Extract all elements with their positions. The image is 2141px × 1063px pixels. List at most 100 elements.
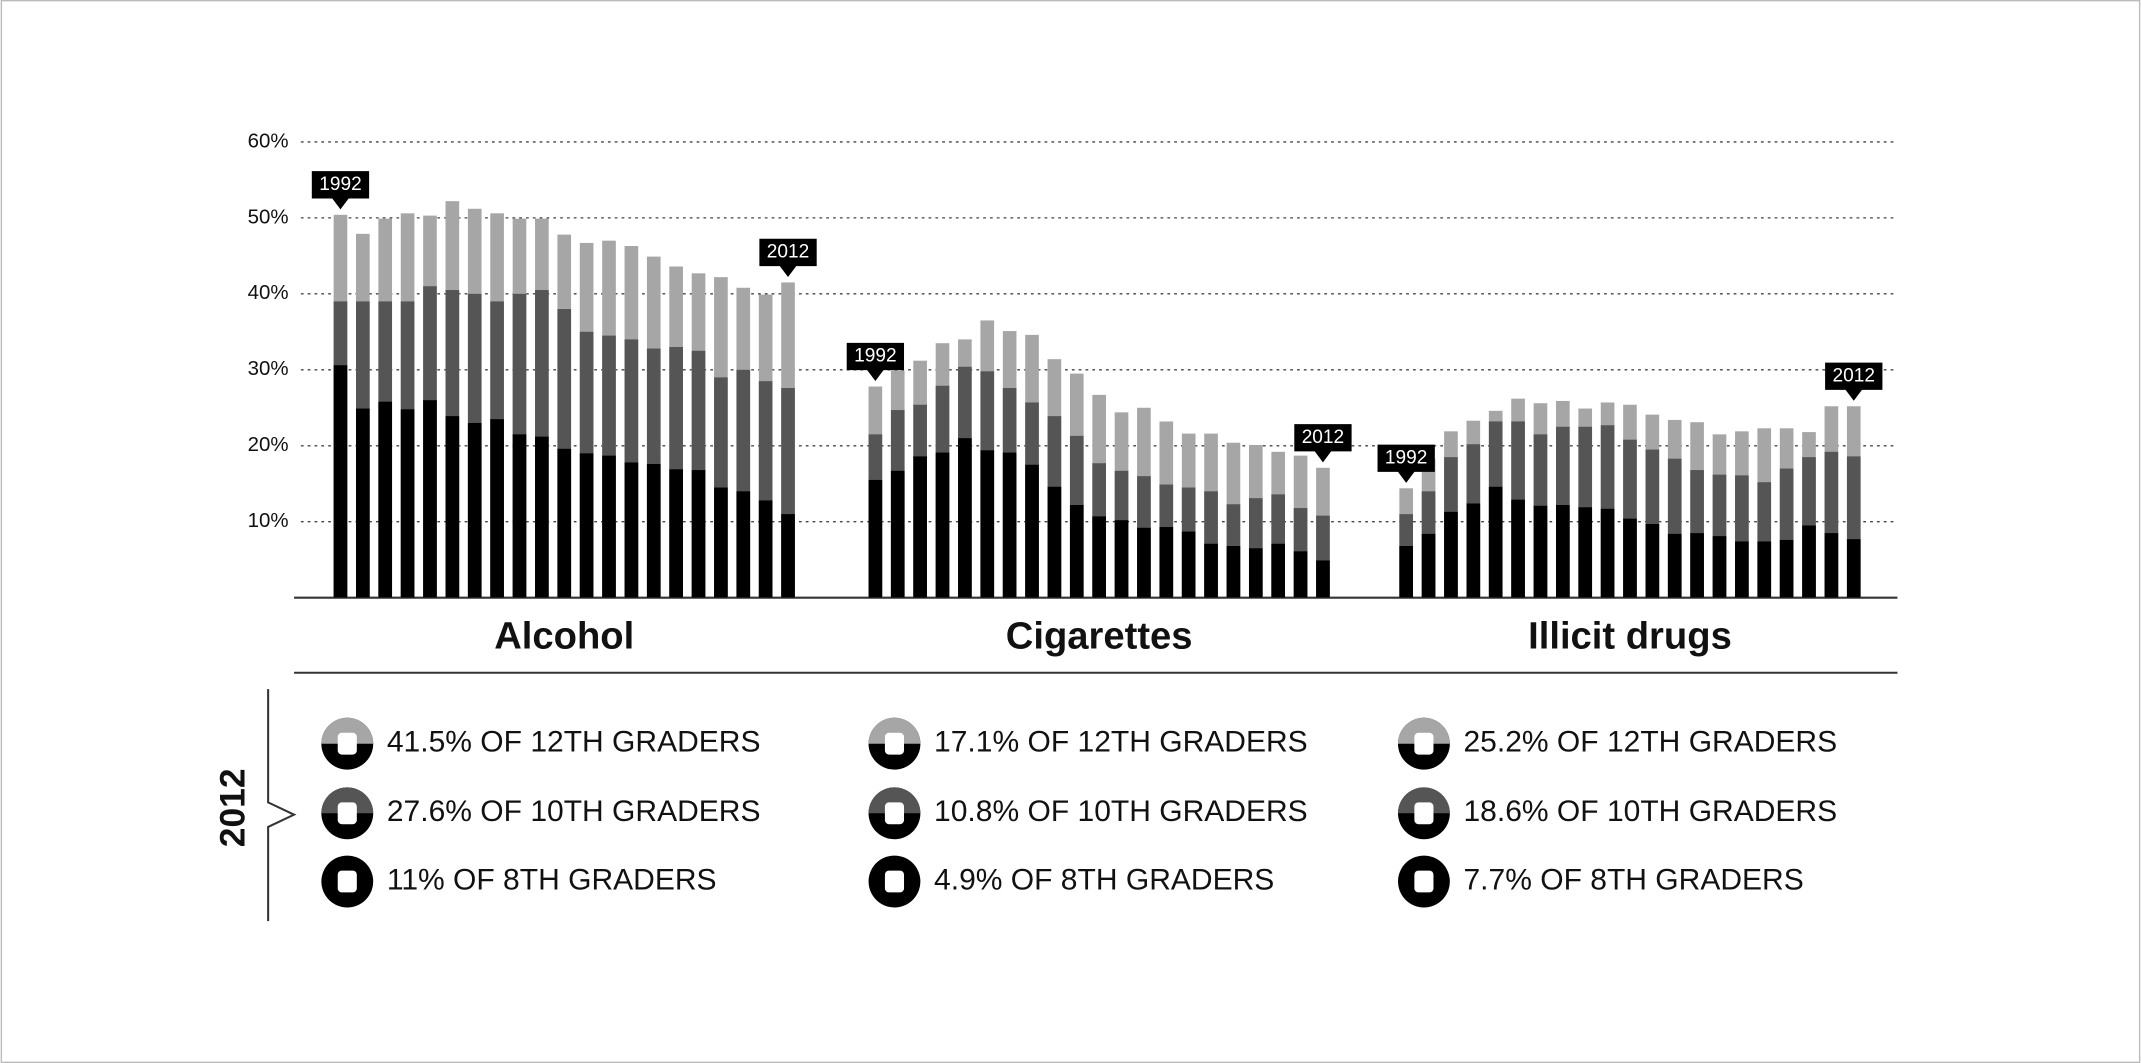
- bar: [781, 514, 795, 598]
- icon: [337, 802, 357, 825]
- bracket: [267, 689, 297, 922]
- callout-box: [1825, 362, 1883, 401]
- icon: [884, 732, 905, 755]
- bar: [1159, 527, 1174, 598]
- bar: [1069, 505, 1084, 598]
- bar: [378, 401, 393, 598]
- icon: [321, 717, 374, 744]
- y-tick-label: 10%: [248, 509, 289, 532]
- callout-box: [1294, 424, 1352, 463]
- icon: [1397, 717, 1450, 744]
- bar: [1226, 546, 1241, 598]
- bar: [1293, 551, 1308, 598]
- bar: [1466, 503, 1481, 598]
- icon: [868, 787, 921, 814]
- bar: [1556, 505, 1570, 598]
- callout-label: 2012: [1833, 365, 1875, 386]
- bar: [1824, 533, 1839, 598]
- bar: [758, 500, 773, 598]
- bar: [1533, 505, 1548, 598]
- callout-box: [311, 171, 370, 210]
- bar: [1690, 533, 1704, 598]
- bar: [1114, 520, 1129, 598]
- bar: [1735, 541, 1749, 598]
- callout-label: 2012: [1302, 427, 1344, 448]
- bar: [490, 419, 504, 598]
- bar: [1248, 548, 1263, 598]
- y-tick-label: 40%: [248, 281, 289, 304]
- bar: [691, 470, 706, 598]
- legend-label: 18.6% OF 10TH GRADERS: [1463, 795, 1837, 828]
- bar: [736, 491, 751, 598]
- icon: [1414, 802, 1434, 825]
- legend-label: 27.6% OF 10TH GRADERS: [387, 795, 761, 828]
- bar: [1092, 516, 1106, 598]
- bar: [1204, 543, 1218, 598]
- bar: [356, 408, 370, 598]
- bar: [1444, 511, 1458, 598]
- group-title: Alcohol: [494, 615, 634, 658]
- legend-label: 41.5% OF 12TH GRADERS: [387, 726, 761, 759]
- callout-box: [1377, 444, 1435, 483]
- group-title: Cigarettes: [1006, 615, 1193, 658]
- legend-label: 10.8% OF 10TH GRADERS: [934, 795, 1308, 828]
- bar: [1316, 560, 1330, 598]
- group-title: Illicit drugs: [1528, 615, 1732, 658]
- bar: [913, 456, 927, 598]
- bar: [624, 462, 639, 598]
- legend-label: 17.1% OF 12TH GRADERS: [934, 726, 1308, 759]
- callout-label: 2012: [767, 241, 809, 262]
- bar: [557, 448, 572, 598]
- bar: [1488, 486, 1503, 598]
- bar: [890, 470, 905, 598]
- bar: [1271, 543, 1286, 598]
- bar: [1667, 533, 1682, 598]
- bar: [1137, 527, 1151, 598]
- bar: [1846, 539, 1861, 598]
- icon: [868, 717, 921, 744]
- icon: [1414, 870, 1434, 893]
- callout-box: [846, 342, 905, 382]
- bar: [1645, 523, 1660, 598]
- bar: [400, 409, 415, 598]
- bar: [602, 455, 616, 598]
- bar: [958, 438, 972, 598]
- bar: [445, 416, 460, 598]
- bar: [512, 434, 527, 598]
- bar: [1421, 533, 1436, 598]
- bar: [1047, 486, 1062, 598]
- legend-label: 25.2% OF 12TH GRADERS: [1463, 726, 1837, 759]
- bar: [579, 453, 594, 598]
- icon: [337, 870, 357, 893]
- icon: [884, 802, 905, 825]
- bar: [535, 436, 549, 598]
- icon: [1397, 787, 1450, 814]
- bar: [1511, 499, 1525, 598]
- legend-title: 2012: [213, 768, 253, 847]
- bar: [1757, 541, 1772, 598]
- bar: [1181, 531, 1196, 598]
- callout-label: 1992: [854, 346, 896, 367]
- bar: [467, 422, 482, 598]
- icon: [884, 870, 905, 893]
- bar: [423, 400, 437, 598]
- bar: [714, 487, 728, 598]
- bar: [669, 469, 683, 598]
- bar: [1025, 464, 1039, 598]
- bar: [646, 463, 661, 598]
- icon: [1414, 732, 1434, 755]
- bar: [333, 365, 348, 598]
- bar: [980, 450, 995, 598]
- icon: [337, 732, 357, 755]
- bar: [1779, 539, 1794, 598]
- bar: [1002, 452, 1017, 598]
- callout-label: 1992: [319, 174, 361, 195]
- y-tick-label: 50%: [248, 205, 289, 228]
- y-tick-label: 60%: [248, 129, 289, 152]
- legend-label: 11% OF 8TH GRADERS: [387, 863, 717, 896]
- icon: [321, 787, 374, 814]
- callout-label: 1992: [1385, 447, 1427, 468]
- bar: [1623, 518, 1637, 598]
- bar: [1578, 507, 1593, 598]
